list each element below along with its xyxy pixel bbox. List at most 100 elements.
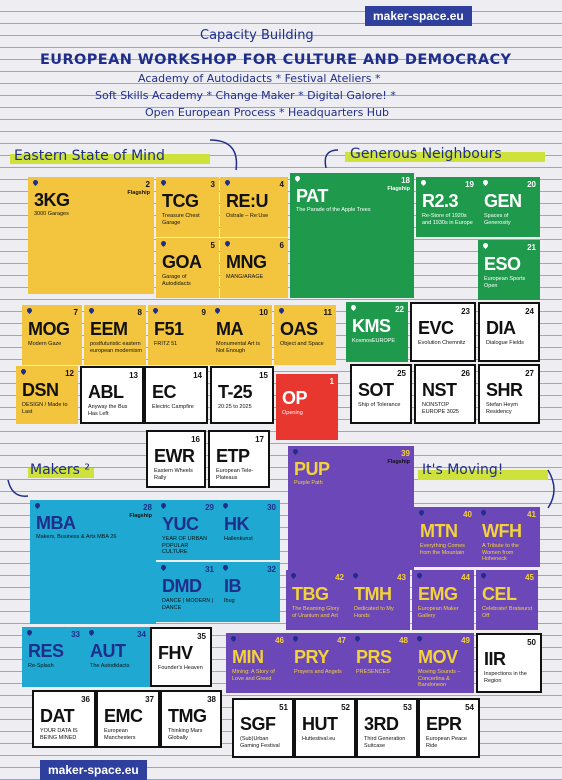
- tile-code: TBG: [292, 584, 329, 604]
- tile-mog[interactable]: MOG 7 Modern Gaze: [22, 305, 82, 365]
- tile-sgf[interactable]: SGF 51 (Sub)Urban Gaming Festival: [232, 698, 294, 758]
- location-pin-icon: [415, 634, 424, 643]
- tile-t25[interactable]: T-25 15 20:25 to 2025: [210, 366, 274, 424]
- tile-res[interactable]: RES 33 Re-Splash: [22, 627, 84, 687]
- maker-space-badge-bottom[interactable]: maker-space.eu: [40, 760, 147, 780]
- tile-mov[interactable]: MOV 49 Moving Sounds – Concertina & Bandon…: [412, 633, 474, 693]
- tile-hk[interactable]: HK 30 Hallenkunst: [218, 500, 280, 560]
- tile-3kg[interactable]: 3KG 2 3000 Garages Flagship: [28, 177, 154, 294]
- tile-code: F51: [154, 319, 184, 339]
- tile-number: 41: [527, 510, 536, 519]
- tile-emc[interactable]: EMC 37 European Manchesters: [96, 690, 160, 748]
- tile-goa[interactable]: GOA 5 Garage of Autodidacts: [156, 238, 219, 298]
- location-pin-icon: [19, 367, 28, 376]
- tile-op[interactable]: OP 1 Opening: [276, 374, 338, 440]
- tile-kms[interactable]: KMS 22 KosmosEUROPE: [346, 302, 408, 362]
- tile-description: Inspections in the Region: [484, 671, 527, 684]
- tile-tmg[interactable]: TMG 38 Thinking Marx Globally: [160, 690, 222, 748]
- tile-f51[interactable]: F51 9 FRITZ 51: [148, 305, 210, 365]
- tile-hut[interactable]: HUT 52 Huttestival.eu: [294, 698, 356, 758]
- tile-dmd[interactable]: DMD 31 DANCE | MODERN | DANCE: [156, 562, 218, 622]
- tile-mba[interactable]: MBA 28 Makers, Business & Arts MBA 26 Flags…: [30, 500, 156, 624]
- tile-code: FHV: [158, 643, 193, 663]
- tile-number: 49: [461, 636, 470, 645]
- tile-dia[interactable]: DIA 24 Dialogue Fields: [478, 302, 540, 362]
- maker-space-badge-top[interactable]: maker-space.eu: [365, 6, 472, 26]
- tile-number: 34: [137, 630, 146, 639]
- tile-gen[interactable]: GEN 20 Spaces of Generosity: [478, 177, 540, 237]
- tile-code: GOA: [162, 252, 202, 272]
- tile-mtn[interactable]: MTN 40 Everything Comes from the Mountain: [414, 507, 476, 567]
- tile-tbg[interactable]: TBG 42 The Beaming Glory of Uranium and Ar…: [286, 570, 348, 630]
- tile-ec[interactable]: EC 14 Electric Campfire: [144, 366, 208, 424]
- tile-number: 48: [399, 636, 408, 645]
- tile-code: PRY: [294, 647, 329, 667]
- tile-oas[interactable]: OAS 11 Object and Space: [274, 305, 336, 365]
- location-pin-icon: [87, 306, 96, 315]
- tile-ewr[interactable]: EWR 16 Eastern Wheels Rally: [146, 430, 206, 488]
- tile-etp[interactable]: ETP 17 European Tele-Plateaus: [208, 430, 270, 488]
- tile-code: EVC: [418, 318, 454, 338]
- tile-code: YUC: [162, 514, 199, 534]
- tile-code: RE:U: [226, 191, 269, 211]
- location-pin-icon: [151, 306, 160, 315]
- tile-fhv[interactable]: FHV 35 Founder's Heaven: [150, 627, 212, 687]
- tile-flag: Flagship: [387, 459, 410, 465]
- tile-iir[interactable]: IIR 50 Inspections in the Region: [476, 633, 542, 693]
- header-line-1: Academy of Autodidacts * Festival Atelie…: [138, 72, 381, 85]
- tile-dat[interactable]: DAT 36 YOUR DATA IS BEING MINED: [32, 690, 96, 748]
- tile-aut[interactable]: AUT 34 The Autodidacts: [84, 627, 150, 687]
- tile-code: PUP: [294, 459, 330, 479]
- tile-code: SHR: [486, 380, 523, 400]
- tile-description: Purple Path: [294, 480, 323, 486]
- location-pin-icon: [159, 501, 168, 510]
- tile-code: OAS: [280, 319, 318, 339]
- tile-epr[interactable]: EPR 54 European Peace Ride: [418, 698, 480, 758]
- tile-pry[interactable]: PRY 47 Prayers and Angels: [288, 633, 350, 693]
- tile-pat[interactable]: PAT 18 The Parade of the Apple Trees Flagsh…: [290, 173, 414, 298]
- tile-ib[interactable]: IB 32 Ibug: [218, 562, 280, 622]
- tile-yuc[interactable]: YUC 29 YEAR OF URBAN POPULAR CULTURE: [156, 500, 218, 560]
- tile-abl[interactable]: ABL 13 Anyway the Bus Has Left: [80, 366, 144, 424]
- tile-min[interactable]: MIN 46 Mining: A Story of Love and Greed: [226, 633, 288, 693]
- tile-3rd[interactable]: 3RD 53 Third Generation Suitcase: [356, 698, 418, 758]
- tile-eso[interactable]: ESO 21 European Sports Open: [478, 240, 540, 300]
- tile-ma[interactable]: MA 10 Monumental Art is Not Enough: [210, 305, 272, 365]
- tile-mng[interactable]: MNG 6 MANG/ARAGE: [220, 238, 288, 298]
- tile-cel[interactable]: CEL 45 Celebrate! Bratwurst Off: [476, 570, 538, 630]
- tile-flag: Flagship: [387, 186, 410, 192]
- tile-description: NONSTOP EUROPE 3025: [422, 402, 459, 415]
- tile-description: Evolution Chemnitz: [418, 340, 466, 346]
- tile-number: 14: [193, 371, 202, 380]
- tile-description: Stefan Heym Residency: [486, 402, 518, 415]
- tile-number: 2: [145, 180, 150, 189]
- tile-pup[interactable]: PUP 39 Purple Path Flagship: [288, 446, 414, 570]
- tile-code: MTN: [420, 521, 458, 541]
- tile-prs[interactable]: PRS 48 PRESENCES: [350, 633, 412, 693]
- tile-shr[interactable]: SHR 27 Stefan Heym Residency: [478, 364, 540, 424]
- location-pin-icon: [223, 239, 232, 248]
- tile-flag: Flagship: [129, 513, 152, 519]
- tile-wfh[interactable]: WFH 41 A Tribute to the Women from Hohenec…: [476, 507, 540, 567]
- tile-dsn[interactable]: DSN 12 DESIGN / Made to Last: [16, 366, 78, 424]
- tile-description: Makers, Business & Arts MBA 26: [36, 534, 117, 540]
- location-pin-icon: [25, 306, 34, 315]
- tile-r23[interactable]: R2.3 19 Re-Store of 1920s and 1930s in Eur…: [416, 177, 478, 237]
- tile-description: European Tele-Plateaus: [216, 468, 254, 481]
- arrow-icon: [547, 469, 555, 509]
- tile-code: WFH: [482, 521, 522, 541]
- tile-number: 36: [81, 695, 90, 704]
- tile-number: 1: [329, 377, 334, 386]
- tile-tmh[interactable]: TMH 43 Dedicated to My Hands: [348, 570, 410, 630]
- tile-emg[interactable]: EMG 44 European Maker Gallery: [412, 570, 474, 630]
- tile-description: European Manchesters: [104, 728, 136, 741]
- tile-evc[interactable]: EVC 23 Evolution Chemnitz: [410, 302, 476, 362]
- tile-reu[interactable]: RE:U 4 Ostrale – Re:Use: [220, 177, 288, 237]
- tile-tcg[interactable]: TCG 3 Treasure Chest Garage: [156, 177, 219, 237]
- makers-highlight: [28, 468, 94, 478]
- tile-number: 23: [461, 307, 470, 316]
- tile-nst[interactable]: NST 26 NONSTOP EUROPE 3025: [414, 364, 476, 424]
- tile-eem[interactable]: EEM 8 postfuturistic eastern european mode…: [84, 305, 146, 365]
- header-line-3: Open European Process * Headquarters Hub: [145, 106, 390, 119]
- tile-sot[interactable]: SOT 25 Ship of Tolerance: [350, 364, 412, 424]
